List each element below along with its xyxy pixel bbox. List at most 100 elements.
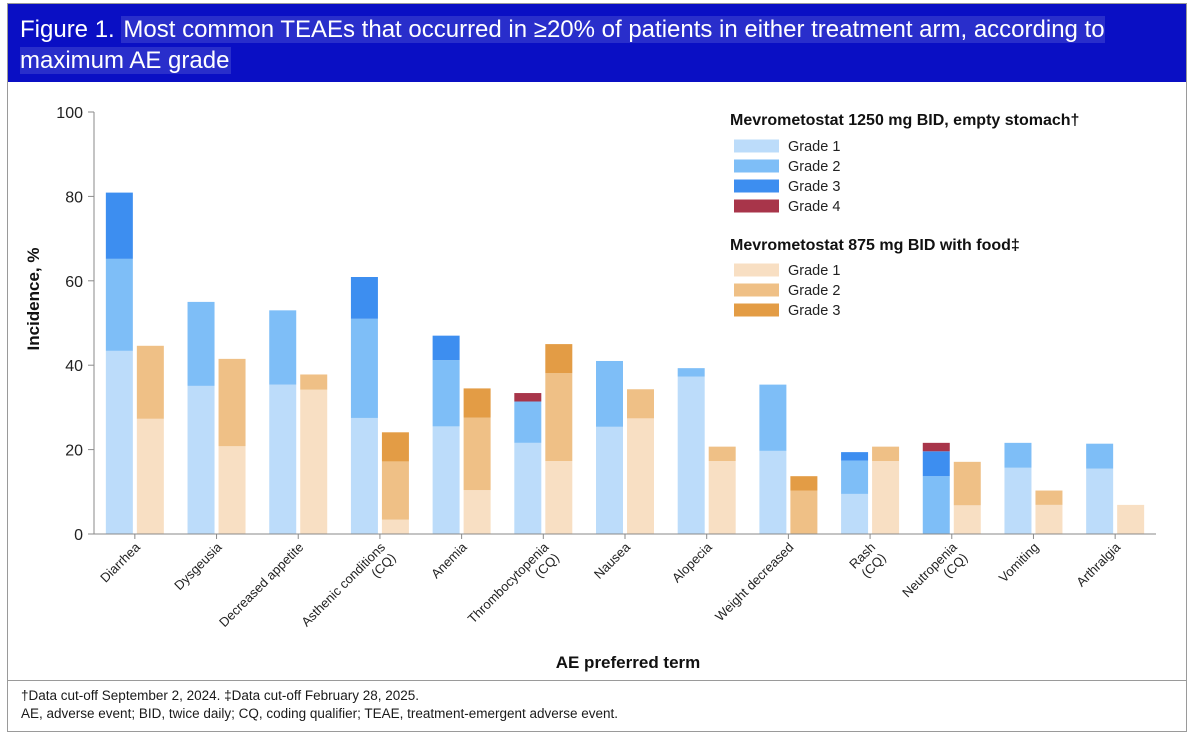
legend: Mevrometostat 1250 mg BID, empty stomach… [730, 112, 1079, 319]
y-axis-title: Incidence, % [24, 248, 43, 351]
x-axis-title: AE preferred term [556, 653, 701, 672]
y-tick-label: 60 [65, 274, 83, 291]
figure-header: Figure 1. Most common TEAEs that occurre… [8, 4, 1186, 82]
bar-dysgeusia-arm1-grade-1 [187, 385, 215, 534]
footnotes: †Data cut-off September 2, 2024. ‡Data c… [8, 680, 1186, 733]
chart-area: 0 20 40 60 80 100 Diarrhea Dysgeusia Decreased a… [8, 82, 1186, 682]
bar-anemia-arm2-grade-3 [463, 388, 491, 418]
bar-diarrhea-arm2-grade-2 [136, 345, 164, 419]
bar-asthenic-conditions-cq-arm2-grade-2 [381, 461, 409, 520]
bar-asthenic-conditions-cq-arm1-grade-1 [350, 417, 378, 534]
bar-thrombocytopenia-cq-arm2-grade-1 [545, 460, 573, 534]
bar-weight-decreased-arm2-grade-3 [790, 476, 818, 491]
bar-neutropenia-cq-arm2-grade-2 [953, 461, 981, 506]
legend-label-arm1-grade-3: Grade 3 [788, 179, 840, 195]
bar-asthenic-conditions-cq-arm2-grade-1 [381, 519, 409, 534]
bar-arthralgia-arm1-grade-1 [1086, 468, 1114, 534]
x-tick-label-neutropenia-cq: Neutropenia(CQ) [899, 539, 971, 611]
bar-rash-cq-arm2-grade-2 [872, 446, 900, 461]
bar-anemia-arm1-grade-2 [432, 360, 460, 427]
bar-diarrhea-arm1-grade-3 [105, 192, 133, 259]
bar-diarrhea-arm1-grade-1 [105, 350, 133, 534]
legend-swatch-arm1-grade-1 [734, 139, 779, 153]
legend-label-arm1-grade-1: Grade 1 [788, 139, 840, 155]
x-tick-label-asthenic-conditions-cq: Asthenic conditions(CQ) [298, 539, 399, 640]
y-tick-label: 0 [74, 527, 83, 544]
bar-thrombocytopenia-cq-arm2-grade-3 [545, 344, 573, 374]
x-tick-label-weight-decreased: Weight decreased [712, 540, 797, 625]
x-tick-label-rash-cq: Rash(CQ) [846, 540, 889, 583]
bar-decreased-appetite-arm1-grade-2 [269, 310, 297, 385]
bar-nausea-arm2-grade-2 [627, 389, 654, 419]
y-tick-label: 100 [56, 105, 83, 122]
bar-asthenic-conditions-cq-arm1-grade-2 [350, 318, 378, 418]
bar-neutropenia-cq-arm1-grade-3 [922, 451, 950, 477]
bar-arthralgia-arm2-grade-1 [1117, 504, 1145, 534]
bar-neutropenia-cq-arm1-grade-4 [922, 442, 950, 452]
legend-swatch-arm2-grade-3 [734, 303, 779, 317]
bar-vomiting-arm2-grade-1 [1035, 504, 1063, 534]
x-tick-label-decreased-appetite: Decreased appetite [216, 540, 306, 630]
bar-decreased-appetite-arm2-grade-2 [300, 374, 328, 390]
figure-label: Figure 1. [20, 16, 115, 43]
bar-rash-cq-arm1-grade-3 [841, 452, 869, 461]
legend-label-arm2-grade-1: Grade 1 [788, 263, 840, 279]
bars [105, 192, 1145, 534]
bar-rash-cq-arm2-grade-1 [872, 460, 900, 534]
bar-alopecia-arm2-grade-1 [708, 460, 736, 534]
bar-arthralgia-arm1-grade-2 [1086, 443, 1114, 469]
figure-title-text: Most common TEAEs that occurred in ≥20% … [20, 16, 1105, 74]
bar-diarrhea-arm1-grade-2 [105, 258, 133, 351]
legend-label-arm1-grade-2: Grade 2 [788, 159, 840, 175]
bar-anemia-arm2-grade-2 [463, 417, 491, 491]
bar-diarrhea-arm2-grade-1 [136, 418, 164, 534]
y-tick-label: 20 [65, 443, 83, 460]
bar-thrombocytopenia-cq-arm1-grade-1 [514, 442, 542, 534]
legend-title-arm2: Mevrometostat 875 mg BID with food‡ [730, 237, 1020, 254]
bar-dysgeusia-arm2-grade-2 [218, 358, 246, 447]
bar-dysgeusia-arm2-grade-1 [218, 446, 246, 534]
bar-asthenic-conditions-cq-arm1-grade-3 [350, 277, 378, 319]
figure-frame: Figure 1. Most common TEAEs that occurre… [7, 3, 1187, 732]
bar-alopecia-arm1-grade-2 [677, 368, 705, 377]
bar-rash-cq-arm1-grade-1 [841, 493, 869, 534]
bar-anemia-arm1-grade-3 [432, 335, 460, 361]
bar-rash-cq-arm1-grade-2 [841, 460, 869, 494]
bar-anemia-arm1-grade-1 [432, 426, 460, 534]
y-tick-label: 40 [65, 358, 83, 375]
legend-label-arm1-grade-4: Grade 4 [788, 199, 840, 215]
legend-title-arm1: Mevrometostat 1250 mg BID, empty stomach… [730, 112, 1079, 129]
bar-nausea-arm1-grade-2 [596, 360, 623, 427]
bar-vomiting-arm1-grade-2 [1004, 442, 1032, 468]
bar-decreased-appetite-arm1-grade-1 [269, 384, 297, 534]
bar-weight-decreased-arm2-grade-2 [790, 490, 818, 534]
x-tick-label-arthralgia: Arthralgia [1073, 539, 1123, 589]
legend-swatch-arm1-grade-4 [734, 199, 779, 213]
bar-thrombocytopenia-cq-arm1-grade-4 [514, 393, 542, 402]
figure-title: Figure 1. Most common TEAEs that occurre… [20, 14, 1170, 76]
bar-neutropenia-cq-arm2-grade-1 [953, 505, 981, 534]
legend-swatch-arm1-grade-2 [734, 159, 779, 173]
x-tick-label-alopecia: Alopecia [669, 539, 715, 585]
bar-thrombocytopenia-cq-arm1-grade-2 [514, 401, 542, 443]
bar-decreased-appetite-arm2-grade-1 [300, 389, 328, 534]
bar-asthenic-conditions-cq-arm2-grade-3 [381, 432, 409, 462]
legend-swatch-arm2-grade-2 [734, 283, 779, 297]
footnote-abbreviations: AE, adverse event; BID, twice daily; CQ,… [21, 706, 619, 721]
bar-nausea-arm2-grade-1 [627, 418, 654, 534]
legend-label-arm2-grade-2: Grade 2 [788, 283, 840, 299]
x-tick-label-nausea: Nausea [591, 539, 634, 582]
bar-alopecia-arm1-grade-1 [677, 376, 705, 534]
legend-label-arm2-grade-3: Grade 3 [788, 303, 840, 319]
x-tick-label-dysgeusia: Dysgeusia [171, 539, 225, 593]
bar-anemia-arm2-grade-1 [463, 490, 491, 534]
bar-thrombocytopenia-cq-arm2-grade-2 [545, 373, 573, 461]
bar-vomiting-arm2-grade-2 [1035, 490, 1063, 505]
footnote-data-cutoff: †Data cut-off September 2, 2024. ‡Data c… [21, 688, 419, 703]
bar-vomiting-arm1-grade-1 [1004, 467, 1032, 534]
bar-neutropenia-cq-arm1-grade-2 [922, 476, 950, 534]
legend-swatch-arm1-grade-3 [734, 179, 779, 193]
y-tick-label: 80 [65, 189, 83, 206]
legend-swatch-arm2-grade-1 [734, 263, 779, 277]
